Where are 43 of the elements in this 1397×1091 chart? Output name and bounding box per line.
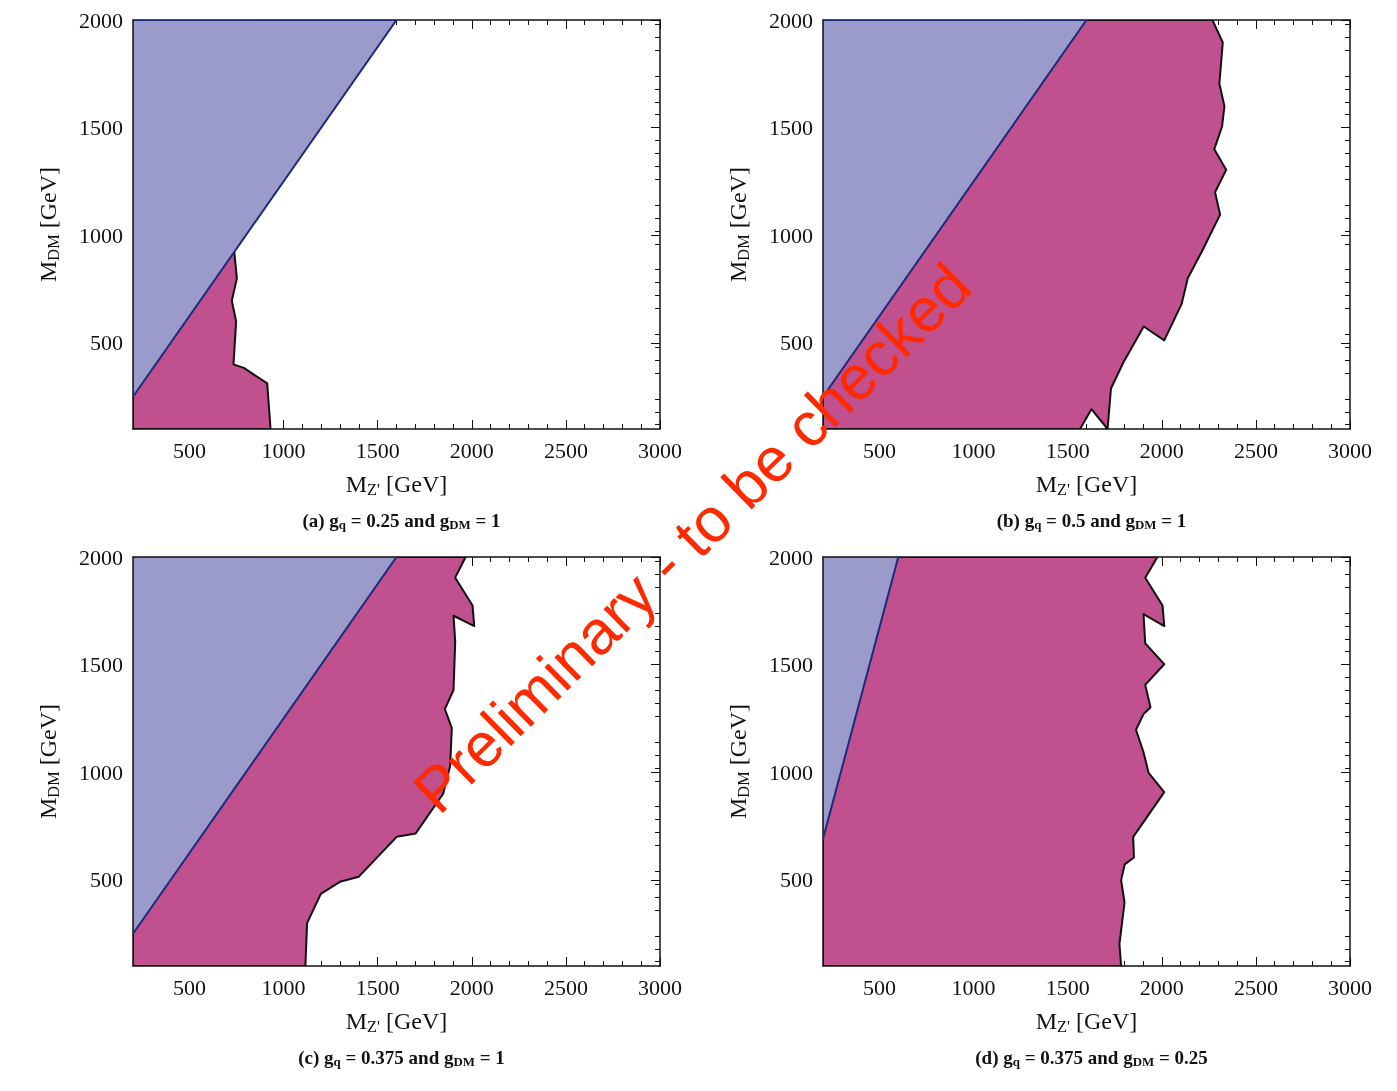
x-tick-label: 1000	[261, 437, 306, 463]
y-tick-label: 1000	[769, 222, 813, 248]
x-tick-label: 1000	[261, 974, 306, 1000]
x-tick-label: 3000	[638, 974, 682, 1000]
y-tick-label: 1500	[79, 115, 123, 141]
y-tick-label: 2000	[79, 7, 123, 33]
x-tick-label: 2500	[543, 974, 588, 1000]
x-tick-label: 1500	[355, 974, 400, 1000]
y-tick-label: 1000	[79, 759, 123, 785]
y-tick-label: 2000	[769, 544, 813, 570]
x-tick-label: 3000	[638, 437, 682, 463]
x-tick-label: 1500	[1045, 437, 1090, 463]
y-axis-title: MDM [GeV]	[724, 704, 753, 819]
x-tick-label: 500	[172, 974, 206, 1000]
y-tick-label: 500	[780, 867, 813, 893]
y-axis-title: MDM [GeV]	[34, 704, 63, 819]
y-tick-label: 500	[90, 867, 123, 893]
y-tick-label: 1000	[79, 222, 123, 248]
x-tick-label: 3000	[1328, 437, 1372, 463]
x-tick-label: 2000	[1139, 974, 1184, 1000]
y-tick-label: 2000	[769, 7, 813, 33]
y-tick-label: 2000	[79, 544, 123, 570]
x-tick-label: 2000	[449, 974, 494, 1000]
y-axis-title: MDM [GeV]	[724, 167, 753, 282]
x-tick-label: 2000	[1139, 437, 1184, 463]
y-axis-title: MDM [GeV]	[34, 167, 63, 282]
x-tick-label: 500	[862, 974, 896, 1000]
y-tick-label: 1500	[769, 115, 813, 141]
x-tick-label: 3000	[1328, 974, 1372, 1000]
x-tick-label: 2500	[1233, 437, 1278, 463]
y-tick-label: 1500	[769, 652, 813, 678]
x-tick-label: 500	[172, 437, 206, 463]
x-tick-label: 2500	[543, 437, 588, 463]
y-tick-label: 1500	[79, 652, 123, 678]
x-tick-label: 1000	[951, 437, 996, 463]
x-tick-label: 1500	[355, 437, 400, 463]
y-tick-label: 500	[90, 330, 123, 356]
x-tick-label: 1500	[1045, 974, 1090, 1000]
x-tick-label: 500	[862, 437, 896, 463]
x-tick-label: 2000	[449, 437, 494, 463]
y-tick-label: 1000	[769, 759, 813, 785]
x-tick-label: 2500	[1233, 974, 1278, 1000]
x-tick-label: 1000	[951, 974, 996, 1000]
